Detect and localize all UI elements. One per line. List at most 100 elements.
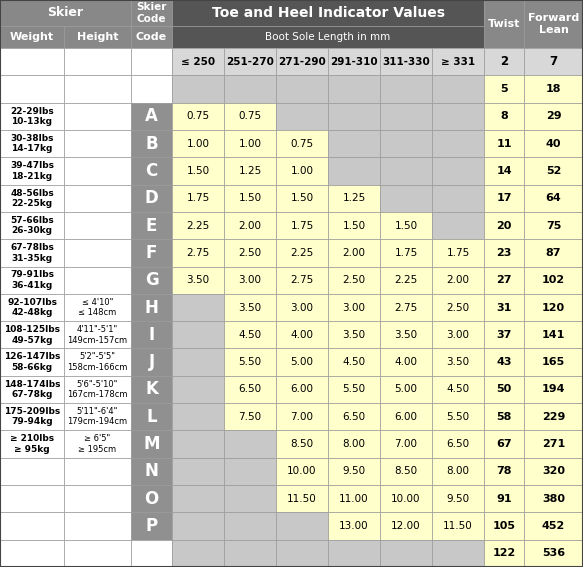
Text: D: D [145,189,159,207]
Text: 194: 194 [542,384,566,395]
Text: K: K [145,380,158,399]
Bar [276,48,328,75]
Bar [380,485,432,513]
Bar [172,157,224,185]
Bar [484,75,524,103]
Text: 64: 64 [546,193,561,203]
Bar [64,321,131,349]
Text: 271: 271 [542,439,565,449]
Text: 6.00: 6.00 [290,384,314,395]
Bar [172,430,224,458]
Text: 18: 18 [546,84,561,94]
Bar [524,376,583,403]
Text: 320: 320 [542,467,565,476]
Bar [380,103,432,130]
Text: 57-66lbs
26-30kg: 57-66lbs 26-30kg [10,216,54,235]
Bar [524,212,583,239]
Text: 380: 380 [542,494,565,503]
Text: 2.50: 2.50 [238,248,262,258]
Bar [484,294,524,321]
Bar [380,294,432,321]
Bar [276,239,328,266]
Bar [0,513,64,540]
Text: Skier
Code: Skier Code [136,2,167,24]
Bar [172,103,224,130]
Text: 6.50: 6.50 [342,412,366,422]
Bar [380,239,432,266]
Bar [131,403,172,430]
Text: 3.50: 3.50 [187,275,209,285]
Bar [224,349,276,376]
Bar [172,239,224,266]
Bar [432,513,484,540]
Text: 3.50: 3.50 [238,303,262,312]
Text: 2.50: 2.50 [447,303,469,312]
Bar [0,26,64,48]
Text: Forward
Lean: Forward Lean [528,13,579,35]
Text: 67: 67 [496,439,512,449]
Bar [0,185,64,212]
Bar [131,157,172,185]
Text: 175-209lbs
79-94kg: 175-209lbs 79-94kg [4,407,60,426]
Bar [64,485,131,513]
Bar [432,403,484,430]
Bar [432,48,484,75]
Bar [484,130,524,157]
Bar [0,485,64,513]
Bar [0,376,64,403]
Bar [224,321,276,349]
Text: 5.00: 5.00 [290,357,314,367]
Bar [432,458,484,485]
Bar [224,430,276,458]
Text: 8.50: 8.50 [290,439,314,449]
Text: Twist: Twist [488,19,520,29]
Bar [131,185,172,212]
Text: 5.50: 5.50 [447,412,469,422]
Text: 126-147lbs
58-66kg: 126-147lbs 58-66kg [4,353,60,372]
Text: 1.50: 1.50 [342,221,366,231]
Text: 105: 105 [493,521,515,531]
Text: C: C [145,162,157,180]
Text: M: M [143,435,160,453]
Text: 4.50: 4.50 [342,357,366,367]
Bar [131,75,172,103]
Bar [524,430,583,458]
Bar [484,239,524,266]
Bar [524,485,583,513]
Text: 40: 40 [546,138,561,149]
Bar [0,430,64,458]
Bar [524,157,583,185]
Bar [432,376,484,403]
Bar [276,130,328,157]
Bar [0,294,64,321]
Bar [276,185,328,212]
Text: 5: 5 [500,84,508,94]
Bar [131,130,172,157]
Text: ≤ 250: ≤ 250 [181,57,215,67]
Text: 120: 120 [542,303,565,312]
Bar [172,349,224,376]
Text: 2.25: 2.25 [187,221,210,231]
Bar [131,349,172,376]
Bar [276,458,328,485]
Text: 5'2"-5'5"
158cm-166cm: 5'2"-5'5" 158cm-166cm [67,353,128,372]
Text: 1.50: 1.50 [290,193,314,203]
Bar [64,75,131,103]
Bar [224,513,276,540]
Bar [131,212,172,239]
Bar [328,485,380,513]
Text: I: I [149,326,154,344]
Bar [328,403,380,430]
Bar [328,294,380,321]
Bar [131,458,172,485]
Text: ≥ 210lbs
≥ 95kg: ≥ 210lbs ≥ 95kg [10,434,54,454]
Bar [224,540,276,567]
Bar [524,130,583,157]
Text: 0.75: 0.75 [238,111,262,121]
Bar [172,458,224,485]
Text: 6.00: 6.00 [395,412,417,422]
Bar [131,294,172,321]
Bar [380,513,432,540]
Text: 1.50: 1.50 [238,193,262,203]
Text: ≤ 4'10"
≤ 148cm: ≤ 4'10" ≤ 148cm [78,298,117,317]
